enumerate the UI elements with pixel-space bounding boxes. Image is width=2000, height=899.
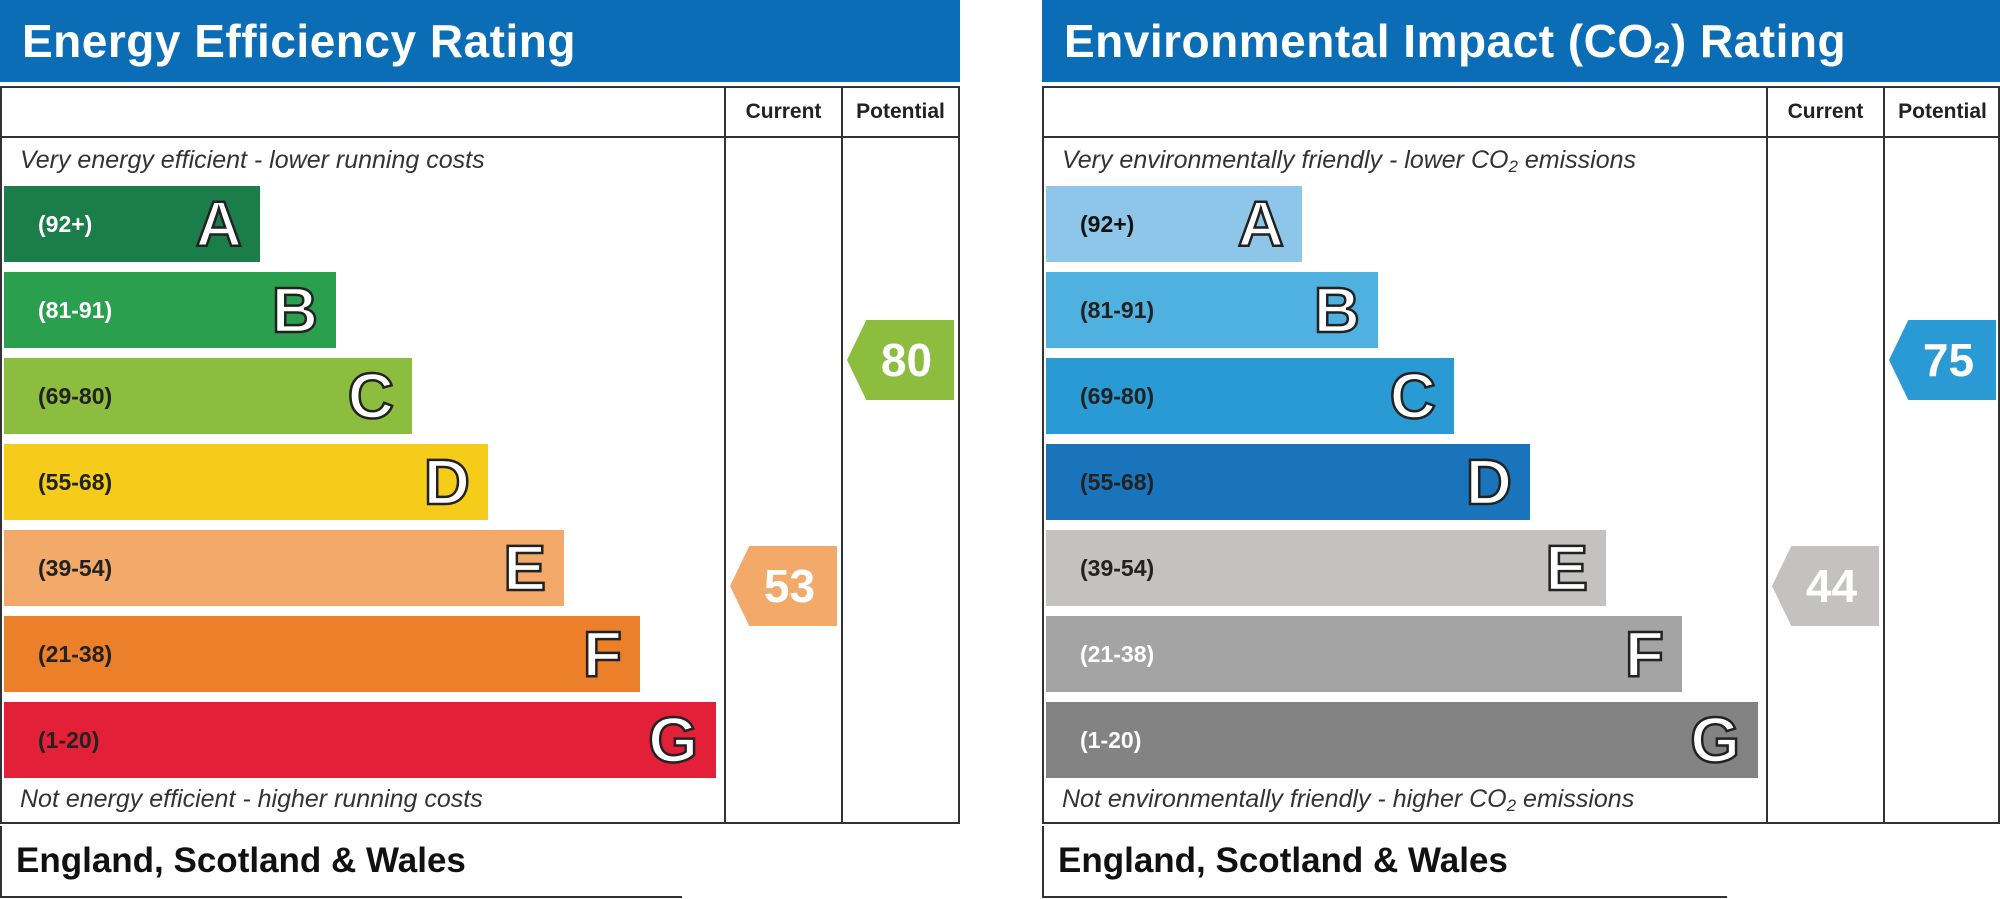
band-range-label: (39-54)	[1080, 555, 1155, 581]
top-caption-text: Very environmentally friendly - lower CO	[1062, 146, 1509, 174]
top-caption: Very environmentally friendly - lower CO…	[1062, 146, 1636, 175]
band-range-label: (21-38)	[38, 641, 113, 667]
bottom-caption: Not energy efficient - higher running co…	[20, 785, 483, 813]
band-range-label: (39-54)	[38, 555, 113, 581]
potential-column-header: Potential	[856, 100, 945, 123]
potential-column-header: Potential	[1898, 100, 1987, 123]
rating-band-c: (69-80) C	[4, 358, 412, 434]
current-rating-marker: 53	[730, 546, 837, 626]
band-range-label: (92+)	[38, 211, 93, 237]
band-range-label: (92+)	[1080, 211, 1135, 237]
bottom-caption-subscript: 2	[1506, 796, 1517, 815]
rating-band-f: (21-38) F	[1046, 616, 1682, 692]
rating-table: Current Potential Very environmentally f…	[1042, 86, 2000, 824]
bottom-caption-text: Not environmentally friendly - higher CO	[1062, 785, 1507, 813]
potential-column-divider	[1883, 88, 1885, 822]
potential-rating-value: 75	[1922, 334, 1975, 386]
region-footer: England, Scotland & Wales	[1042, 826, 1727, 898]
rating-band-b: (81-91) B	[4, 272, 336, 348]
rating-band-e: (39-54) E	[1046, 530, 1606, 606]
band-range-label: (21-38)	[1080, 641, 1155, 667]
rating-band-f: (21-38) F	[4, 616, 640, 692]
band-letter: A	[1237, 187, 1286, 262]
rating-band-g: (1-20) G	[1046, 702, 1758, 778]
rating-band-a: (92+) A	[1046, 186, 1302, 262]
band-letter: B	[271, 273, 320, 348]
top-caption-subscript: 2	[1508, 157, 1518, 176]
rating-band-d: (55-68) D	[4, 444, 488, 520]
top-caption-end: emissions	[1517, 146, 1637, 174]
band-range-label: (55-68)	[38, 469, 113, 495]
band-letter: D	[1465, 445, 1514, 520]
band-range-label: (1-20)	[38, 727, 100, 753]
region-footer: England, Scotland & Wales	[0, 826, 682, 898]
band-letter: C	[1389, 359, 1438, 434]
energy-efficiency-panel: Energy Efficiency Rating Current Potenti…	[0, 0, 960, 899]
band-range-label: (81-91)	[1080, 297, 1155, 323]
rating-band-g: (1-20) G	[4, 702, 716, 778]
band-letter: E	[1544, 531, 1589, 606]
potential-rating-value: 80	[880, 334, 933, 386]
current-column-header: Current	[745, 100, 822, 123]
band-range-label: (69-80)	[38, 383, 113, 409]
chart-title-text: Environmental Impact (CO	[1064, 15, 1654, 67]
band-letter: E	[502, 531, 547, 606]
current-column-divider	[724, 88, 726, 822]
current-rating-marker: 44	[1772, 546, 1879, 626]
chart-title-text: Energy Efficiency Rating	[22, 15, 576, 67]
bottom-caption-end: emissions	[1516, 785, 1635, 813]
band-letter: B	[1313, 273, 1362, 348]
current-column-header: Current	[1787, 100, 1864, 123]
band-letter: F	[1624, 617, 1666, 692]
chart-title-end: ) Rating	[1670, 15, 1847, 67]
rating-band-c: (69-80) C	[1046, 358, 1454, 434]
chart-title: Environmental Impact (CO2) Rating	[1042, 0, 2000, 82]
rating-band-e: (39-54) E	[4, 530, 564, 606]
band-letter: F	[582, 617, 624, 692]
potential-rating-marker: 75	[1889, 320, 1996, 400]
chart-title-subscript: 2	[1653, 37, 1671, 70]
top-caption: Very energy efficient - lower running co…	[20, 146, 485, 174]
rating-table: Current Potential Very energy efficient …	[0, 86, 960, 824]
band-letter: A	[195, 187, 244, 262]
rating-band-d: (55-68) D	[1046, 444, 1530, 520]
current-rating-value: 53	[763, 560, 816, 612]
chart-title: Energy Efficiency Rating	[0, 0, 960, 82]
band-range-label: (81-91)	[38, 297, 113, 323]
band-range-label: (55-68)	[1080, 469, 1155, 495]
bottom-caption: Not environmentally friendly - higher CO…	[1062, 785, 1634, 814]
potential-rating-marker: 80	[847, 320, 954, 400]
potential-column-divider	[841, 88, 843, 822]
current-rating-value: 44	[1805, 560, 1858, 612]
band-letter: D	[423, 445, 472, 520]
rating-band-a: (92+) A	[4, 186, 260, 262]
rating-band-b: (81-91) B	[1046, 272, 1378, 348]
current-column-divider	[1766, 88, 1768, 822]
band-range-label: (69-80)	[1080, 383, 1155, 409]
band-letter: G	[647, 703, 699, 778]
band-range-label: (1-20)	[1080, 727, 1142, 753]
band-letter: G	[1689, 703, 1741, 778]
header-divider	[1044, 136, 1998, 138]
band-letter: C	[347, 359, 396, 434]
header-divider	[2, 136, 958, 138]
environmental-impact-panel: Environmental Impact (CO2) Rating Curren…	[1042, 0, 2000, 899]
